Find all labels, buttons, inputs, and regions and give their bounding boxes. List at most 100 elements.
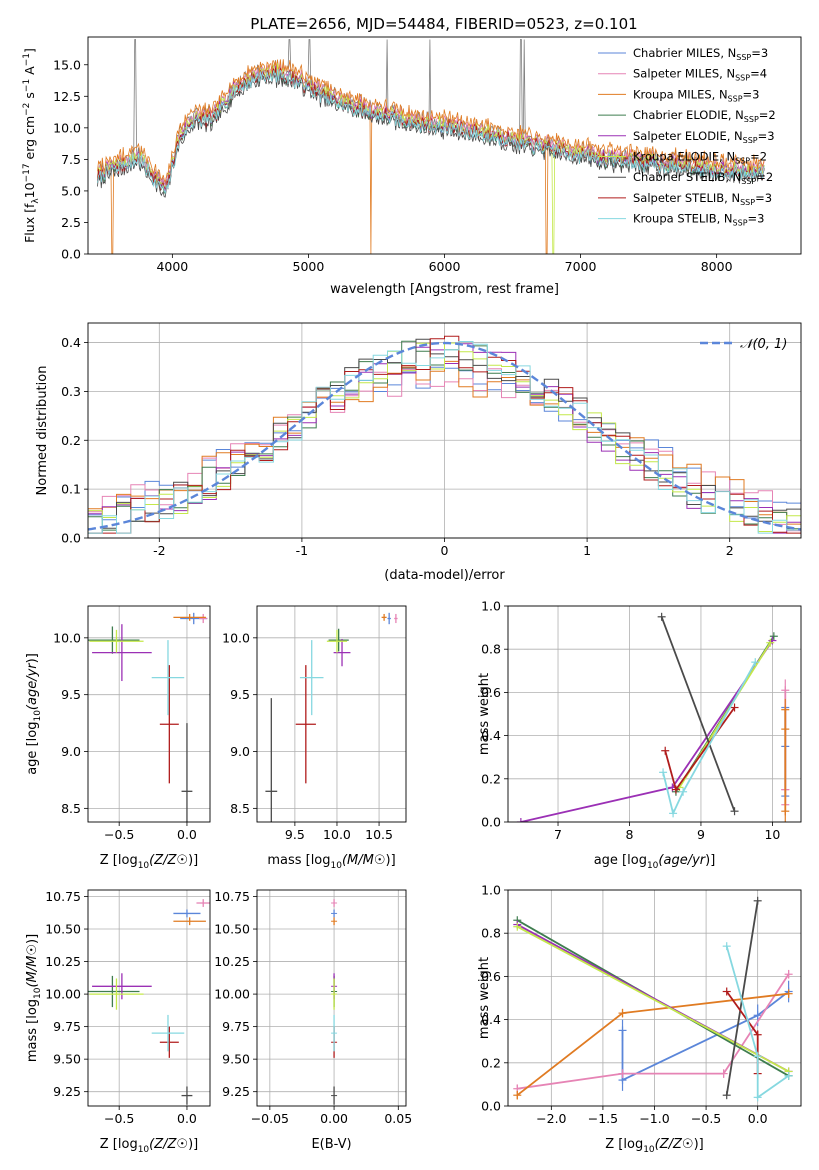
y-tick-label: 10.0 <box>222 630 250 645</box>
legend-label-sub: SSP <box>728 94 743 103</box>
error-points <box>88 899 210 1105</box>
y-tick-label: 10.75 <box>214 889 250 904</box>
axes-frame <box>256 889 407 1107</box>
x-label-arg: (Z/Z☉ <box>655 1137 694 1152</box>
error-point-salpeter_elodie <box>333 638 351 667</box>
y-label-main: Flux [f <box>22 203 37 243</box>
legend-label-suffix: =3 <box>755 191 772 205</box>
x-axis-label: E(B-V) <box>311 1137 351 1152</box>
x-tick-label: −0.5 <box>104 1111 134 1126</box>
legend-label-suffix: =2 <box>750 150 767 164</box>
y-tick-label: 0.2 <box>481 1055 501 1070</box>
x-tick-label: -1 <box>296 543 308 558</box>
residual-histogram-axes: -2 -1 0 1 2 0.0 0.1 0.2 0.3 0.4 (data-model)/error… <box>35 322 802 583</box>
x-label-sub: 10 <box>138 861 150 871</box>
weight-series-kroupa_stelib <box>722 942 793 1102</box>
y-tick-label: 9.0 <box>61 744 81 759</box>
x-label-end: )] <box>705 853 715 868</box>
weight-line <box>517 973 790 1090</box>
legend-label-suffix: =3 <box>743 87 760 101</box>
axes-frame <box>87 322 802 539</box>
error-point-chabrier_stelib <box>181 723 193 822</box>
y-label-units3: A <box>22 66 37 79</box>
x-tick-label: 10.5 <box>365 827 393 842</box>
y-tick-label: 10.0 <box>53 120 81 135</box>
y-tick-label: 1.0 <box>481 599 501 614</box>
y-label-end: )] <box>25 934 40 944</box>
x-label-main: Z [log <box>100 1137 138 1152</box>
legend-label-text: Chabrier MILES, N <box>633 46 736 60</box>
y-tick-label: 9.0 <box>230 744 250 759</box>
legend-label: Salpeter STELIB, NSSP=3 <box>633 191 772 207</box>
x-label-end: )] <box>188 1137 198 1152</box>
x-tick-label: 7 <box>554 827 562 842</box>
error-point-kroupa_stelib <box>151 640 185 716</box>
weight-series-kroupa_stelib <box>659 658 760 818</box>
y-tick-label: 9.75 <box>222 1019 250 1034</box>
y-tick-label: 8.5 <box>61 801 81 816</box>
error-point-chabrier_elodie <box>328 628 349 652</box>
error-point-salpeter_stelib <box>159 1026 179 1058</box>
y-label-end: )] <box>25 653 40 663</box>
tick-marks: −0.5 0.0 9.25 9.50 9.75 10.00 10.25 10.50 10.75 <box>45 889 197 1126</box>
y-tick-label: 7.5 <box>61 152 81 167</box>
error-point-kroupa_miles <box>381 613 387 621</box>
x-axis-label: Z [log10(Z/Z☉)] <box>605 1137 703 1155</box>
legend-label-sub: SSP <box>740 198 755 207</box>
legend-label-sub: SSP <box>741 177 756 186</box>
legend-label-text: Kroupa MILES, N <box>633 87 728 101</box>
y-tick-label: 0.6 <box>481 685 501 700</box>
error-point-salpeter_miles <box>199 613 208 624</box>
legend-label-text: Chabrier ELODIE, N <box>633 108 744 122</box>
x-label-end: )] <box>386 853 396 868</box>
x-tick-label: −1.0 <box>639 1111 669 1126</box>
y-label-rest: 10 <box>22 182 37 198</box>
x-tick-label: −2.0 <box>536 1111 566 1126</box>
weight-series-chabrier_stelib <box>657 612 739 816</box>
weight-line <box>621 990 790 1082</box>
x-tick-label: 6000 <box>429 259 461 274</box>
y-axis-label: Flux [fλ10−17 erg cm−2 s−1 A−1] <box>22 48 41 243</box>
x-tick-label: 8000 <box>701 259 733 274</box>
x-tick-label: -2 <box>153 543 165 558</box>
y-label-exp4: −1 <box>22 53 32 66</box>
error-point-chabrier_stelib <box>331 1086 338 1105</box>
error-points <box>331 899 338 1105</box>
legend-label-text: Kroupa STELIB, N <box>633 212 733 226</box>
error-point-kroupa_miles <box>173 917 206 926</box>
y-tick-label: 0.3 <box>61 384 81 399</box>
y-label-main: age [log <box>25 722 40 775</box>
y-tick-label: 10.25 <box>214 954 250 969</box>
y-tick-label: 0.2 <box>61 433 81 448</box>
y-tick-label: 9.5 <box>61 687 81 702</box>
error-point-kroupa_elodie <box>89 629 144 653</box>
y-tick-label: 0.0 <box>481 1099 501 1114</box>
x-label-arg: (age/yr <box>658 853 706 868</box>
y-label-arg: (age/yr <box>25 662 40 710</box>
tick-marks: 7 8 9 10 0.0 0.2 0.4 0.6 0.8 1.0 <box>481 599 780 843</box>
error-point-kroupa_miles <box>173 613 206 621</box>
error-point-kroupa_elodie <box>331 978 338 1010</box>
weight-line <box>725 945 790 1100</box>
model-spectrum-kroupa_stelib <box>97 69 765 195</box>
x-tick-label: 9.5 <box>285 827 305 842</box>
legend-label: Salpeter ELODIE, NSSP=3 <box>633 129 775 145</box>
y-tick-label: 10.00 <box>45 987 81 1002</box>
x-tick-label: 9 <box>697 827 705 842</box>
legend-label-suffix: =2 <box>759 108 776 122</box>
grid-lines <box>257 606 406 822</box>
legend-label: Salpeter MILES, NSSP=4 <box>633 67 767 83</box>
error-point-chabrier_elodie <box>88 626 140 654</box>
legend-label-normal: 𝒩(0, 1) <box>740 337 787 352</box>
weight-series-kroupa_miles <box>781 698 790 822</box>
x-axis-label: wavelength [Angstrom, rest frame] <box>330 282 559 297</box>
y-axis-label: mass weight <box>477 673 492 755</box>
legend-label: Chabrier MILES, NSSP=3 <box>633 46 768 62</box>
y-label-sub: 10 <box>33 710 43 722</box>
y-tick-label: 0.4 <box>481 728 501 743</box>
x-tick-label: 0.0 <box>748 1111 768 1126</box>
y-tick-label: 0.0 <box>61 531 81 546</box>
axes-frame <box>507 605 802 823</box>
